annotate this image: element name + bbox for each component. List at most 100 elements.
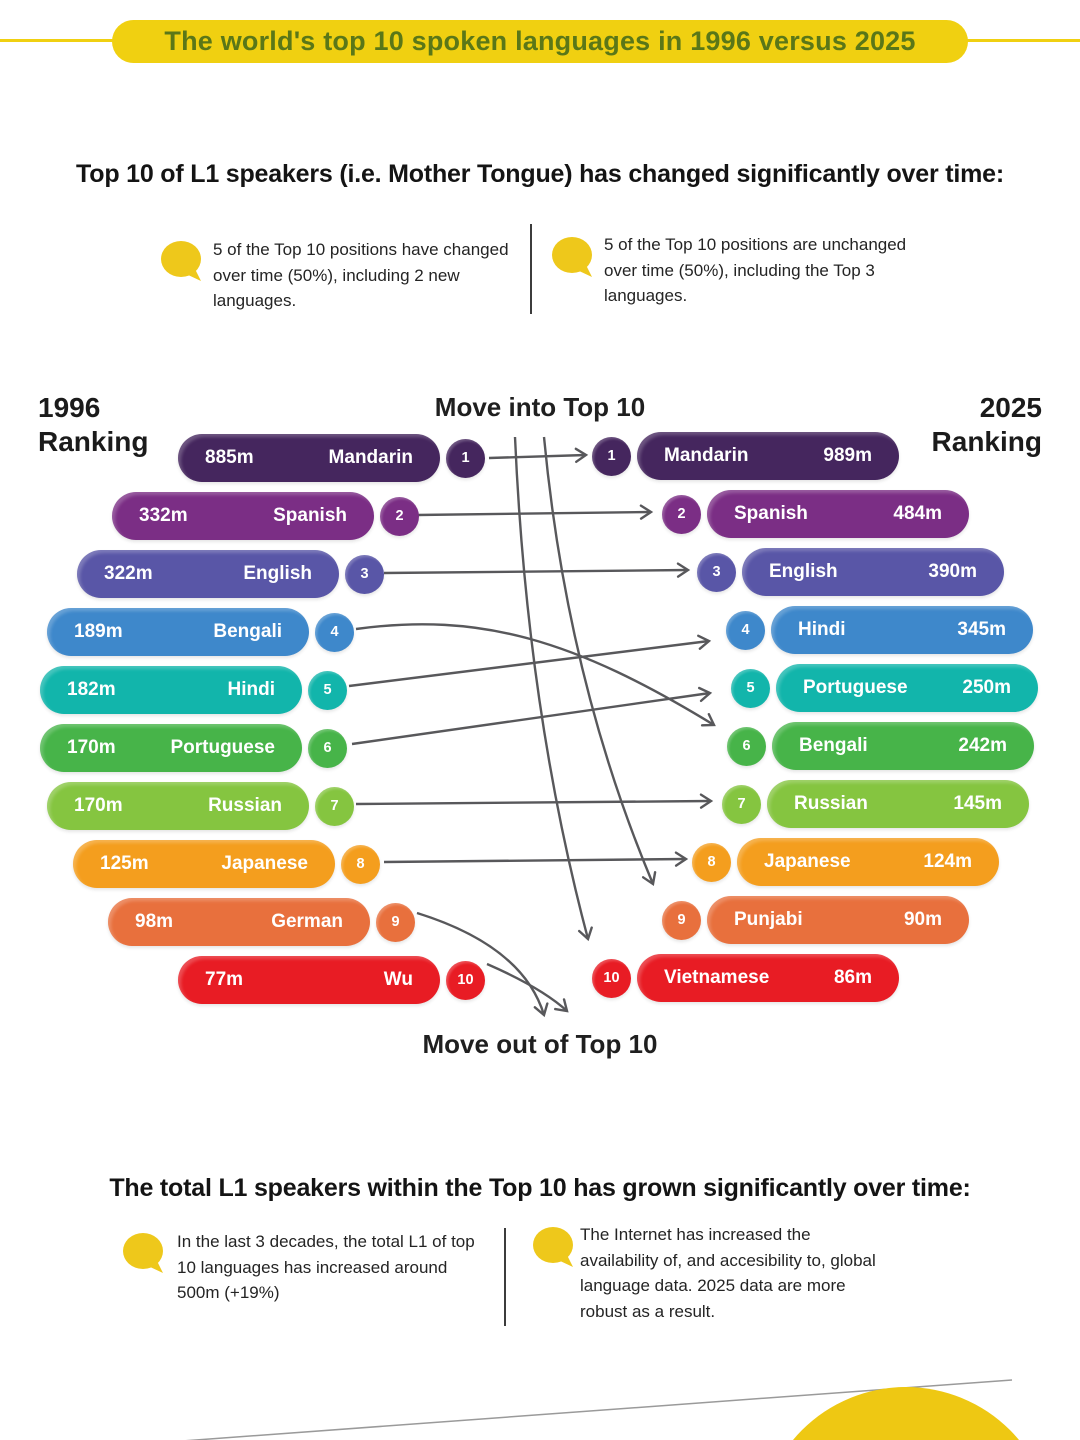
arrow-move-in-to-rank-9	[542, 436, 657, 887]
rank-circle-2025-9: 9	[662, 900, 701, 940]
rank-number: 9	[391, 914, 400, 930]
callout-internet-data: The Internet has increased the availabil…	[580, 1225, 876, 1321]
pill-language: Bengali	[213, 621, 282, 642]
pill-1996-japanese: 125m Japanese	[73, 840, 335, 888]
pill-value: 345m	[957, 619, 1006, 640]
rank-number: 4	[330, 624, 339, 640]
pill-language: Hindi	[798, 619, 846, 640]
right-ranking-label: Ranking	[931, 426, 1042, 457]
pill-2025-portuguese: Portuguese 250m	[776, 664, 1038, 712]
speech-bubble-icon	[161, 241, 201, 281]
rank-circle-1996-1: 1	[446, 438, 485, 478]
pill-value: 189m	[74, 621, 123, 642]
rank-number: 2	[677, 506, 686, 522]
pill-1996-bengali: 189m Bengali	[47, 608, 309, 656]
pill-language: Japanese	[764, 851, 851, 872]
rank-number: 8	[707, 854, 716, 870]
callout-changed-positions: 5 of the Top 10 positions have changed o…	[213, 240, 509, 310]
pill-2025-mandarin: Mandarin 989m	[637, 432, 899, 480]
pill-language: Spanish	[734, 503, 808, 524]
rank-circle-2025-7: 7	[722, 784, 761, 824]
pill-language: Portuguese	[170, 737, 275, 758]
rank-number: 1	[607, 448, 616, 464]
pill-value: 390m	[928, 561, 977, 582]
pill-2025-bengali: Bengali 242m	[772, 722, 1034, 770]
divider	[530, 224, 532, 314]
arrow-rank-9-move-out	[416, 911, 549, 1018]
pill-value: 90m	[903, 909, 942, 930]
left-ranking-label: Ranking	[38, 426, 149, 457]
pill-value: 98m	[135, 911, 174, 932]
right-ranking-year: 2025	[979, 392, 1042, 423]
rank-circle-1996-10: 10	[446, 960, 485, 1000]
page-title: The world's top 10 spoken languages in 1…	[112, 20, 968, 63]
pill-1996-spanish: 332m Spanish	[112, 492, 374, 540]
pill-1996-hindi: 182m Hindi	[40, 666, 302, 714]
pill-2025-russian: Russian 145m	[767, 780, 1029, 828]
pill-1996-german: 98m German	[108, 898, 370, 946]
arrow-rank-10-move-out	[486, 962, 569, 1013]
left-ranking-header: 1996 Ranking	[38, 391, 148, 459]
rank-circle-1996-6: 6	[308, 728, 347, 768]
arrow-rank-1	[488, 447, 589, 464]
pill-language: English	[243, 563, 312, 584]
pill-2025-japanese: Japanese 124m	[737, 838, 999, 886]
arrow-move-in-to-rank-10	[513, 436, 593, 942]
pill-2025-spanish: Spanish 484m	[707, 490, 969, 538]
pill-value: 77m	[205, 969, 244, 990]
rank-circle-1996-9: 9	[376, 902, 415, 942]
pill-language: Mandarin	[664, 445, 749, 466]
rank-number: 1	[461, 450, 470, 466]
rank-number: 6	[323, 740, 332, 756]
pill-value: 250m	[962, 677, 1011, 698]
section1-heading: Top 10 of L1 speakers (i.e. Mother Tongu…	[76, 160, 1004, 188]
pill-1996-portuguese: 170m Portuguese	[40, 724, 302, 772]
pill-language: Hindi	[227, 679, 276, 700]
rank-circle-1996-3: 3	[345, 554, 384, 594]
left-ranking-year: 1996	[38, 392, 101, 423]
rank-number: 7	[737, 796, 746, 812]
rank-circle-2025-3: 3	[697, 552, 736, 592]
rank-circle-1996-4: 4	[315, 612, 354, 652]
pill-2025-english: English 390m	[742, 548, 1004, 596]
rank-circle-1996-8: 8	[341, 844, 380, 884]
rank-number: 4	[741, 622, 750, 638]
pill-1996-english: 322m English	[77, 550, 339, 598]
callout-unchanged-positions: 5 of the Top 10 positions are unchanged …	[604, 235, 907, 305]
rank-circle-2025-4: 4	[726, 610, 765, 650]
rank-number: 10	[457, 972, 474, 988]
right-ranking-header: 2025 Ranking	[842, 391, 1042, 459]
arrow-rank-8	[383, 851, 689, 867]
arrow-rank-7	[355, 793, 714, 809]
pill-value: 170m	[67, 737, 116, 758]
pill-language: Russian	[794, 793, 868, 814]
pill-value: 145m	[953, 793, 1002, 814]
arrow-rank-2	[416, 504, 654, 520]
rank-number: 9	[677, 912, 686, 928]
rank-number: 2	[395, 508, 404, 524]
rank-circle-2025-2: 2	[662, 494, 701, 534]
rank-number: 3	[360, 566, 369, 582]
pill-language: Portuguese	[803, 677, 908, 698]
rank-circle-2025-1: 1	[592, 436, 631, 476]
pill-2025-punjabi: Punjabi 90m	[707, 896, 969, 944]
pill-value: 322m	[104, 563, 153, 584]
arrow-hindi-5-to-4	[348, 634, 712, 688]
rank-number: 5	[323, 682, 332, 698]
rank-number: 10	[603, 970, 620, 986]
rank-circle-1996-7: 7	[315, 786, 354, 826]
pill-1996-russian: 170m Russian	[47, 782, 309, 830]
move-into-top10-label: Move into Top 10	[434, 392, 646, 422]
pill-language: Japanese	[221, 853, 308, 874]
rank-circle-2025-5: 5	[731, 668, 770, 708]
pill-language: Punjabi	[734, 909, 803, 930]
pill-language: German	[271, 911, 343, 932]
rank-number: 5	[746, 680, 755, 696]
pill-value: 125m	[100, 853, 149, 874]
pill-2025-vietnamese: Vietnamese 86m	[637, 954, 899, 1002]
pill-language: English	[769, 561, 838, 582]
pill-language: Mandarin	[328, 447, 413, 468]
callout-growth: In the last 3 decades, the total L1 of t…	[177, 1232, 475, 1302]
